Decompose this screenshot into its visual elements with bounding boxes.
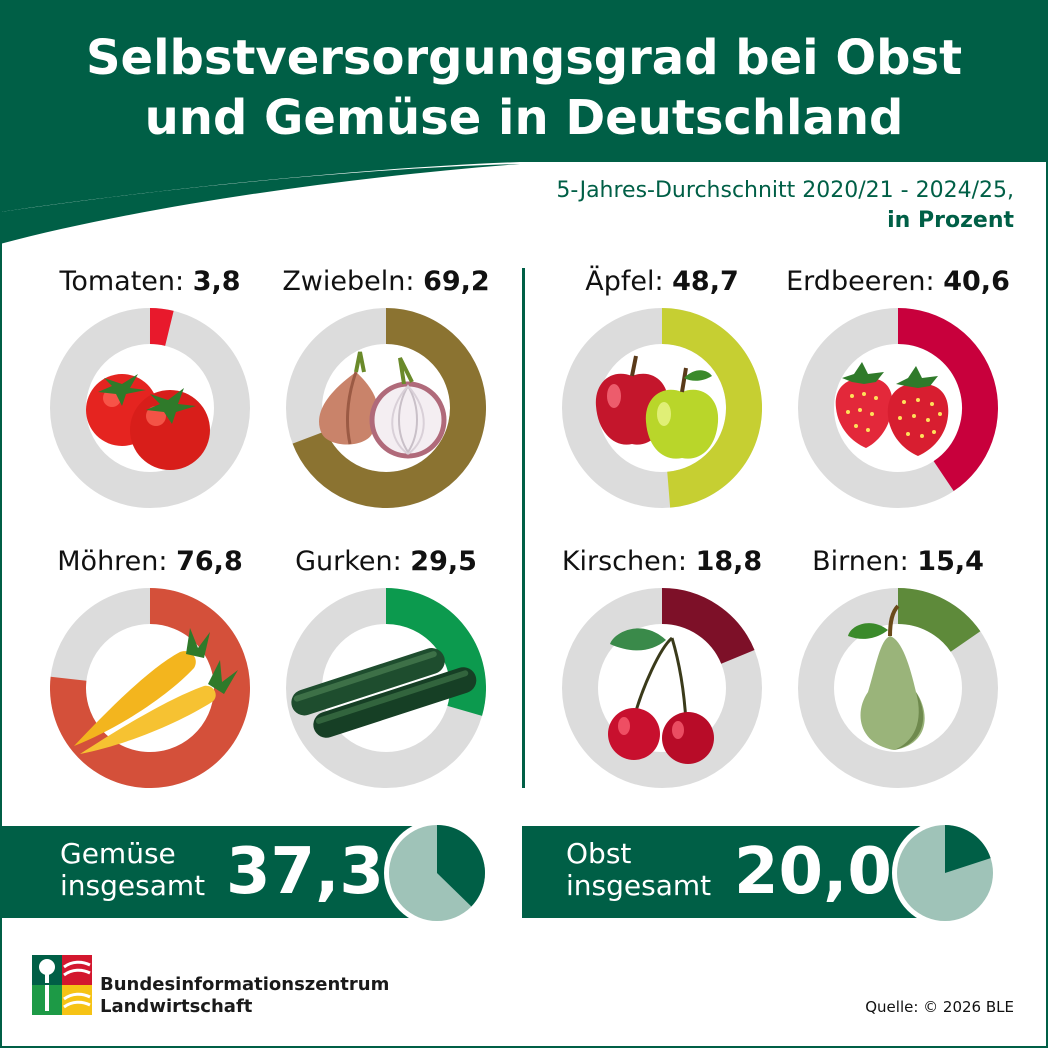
total-gemuese-label: Gemüse insgesamt	[60, 837, 206, 902]
donut-chart-moehren	[50, 588, 250, 788]
donut-arc	[661, 308, 762, 508]
donut-chart-aepfel	[562, 308, 762, 508]
total-obst-bar: Obst insgesamt 20,0	[522, 826, 942, 918]
item-label: Möhren: 76,8	[57, 546, 243, 577]
total-gemuese-bar: Gemüse insgesamt 37,3	[0, 826, 420, 918]
source-note: Quelle: © 2026 BLE	[865, 998, 1014, 1016]
pear-icon	[848, 604, 925, 750]
strawberry-icon	[835, 362, 949, 456]
center-divider	[522, 268, 525, 788]
cherry-icon	[608, 628, 714, 764]
item-label: Kirschen: 18,8	[561, 546, 763, 577]
pie-slice	[437, 825, 485, 907]
item-label: Äpfel: 48,7	[585, 266, 739, 297]
total-gemuese-value: 37,3	[226, 835, 384, 909]
bzl-logo-icon	[32, 955, 92, 1015]
subtitle: 5-Jahres-Durchschnitt 2020/21 - 2024/25,…	[556, 176, 1014, 236]
donut-chart-zwiebeln	[286, 308, 486, 508]
title-line-2: und Gemüse in Deutschland	[144, 90, 904, 146]
title-line-1: Selbstversorgungsgrad bei Obst	[85, 30, 963, 86]
org-name: Bundesinformationszentrum Landwirtschaft	[100, 974, 390, 1017]
item-label: Erdbeeren: 40,6	[786, 266, 1010, 297]
item-label: Birnen: 15,4	[812, 546, 984, 577]
header-banner	[0, 0, 1048, 244]
donut-arc	[897, 308, 998, 492]
item-label: Gurken: 29,5	[295, 546, 477, 577]
donut-arc	[149, 308, 174, 346]
tomato-icon	[86, 374, 210, 470]
donut-arc	[292, 308, 486, 508]
cucumber-icon	[291, 648, 477, 738]
subtitle-line-1: 5-Jahres-Durchschnitt 2020/21 - 2024/25,	[556, 178, 1014, 203]
apple-icon	[595, 355, 719, 459]
total-obst-value: 20,0	[734, 835, 892, 909]
total-obst-label: Obst insgesamt	[566, 837, 712, 902]
pie-gemuese	[384, 820, 490, 926]
pie-slice	[945, 825, 991, 873]
carrot-icon	[74, 628, 238, 754]
donut-chart-birnen	[798, 588, 998, 788]
page-title: Selbstversorgungsgrad bei Obst und Gemüs…	[0, 28, 1048, 148]
item-label: Tomaten: 3,8	[59, 266, 241, 297]
onion-icon	[319, 351, 447, 459]
pie-obst	[892, 820, 998, 926]
donut-chart-erdbeeren	[798, 308, 998, 508]
donut-chart-kirschen	[562, 588, 762, 788]
subtitle-line-2: in Prozent	[887, 208, 1014, 233]
donut-chart-tomaten	[50, 308, 250, 508]
donut-arc	[897, 588, 981, 653]
donut-arc	[661, 588, 755, 665]
item-label: Zwiebeln: 69,2	[282, 266, 490, 297]
donut-chart-gurken	[286, 588, 486, 788]
